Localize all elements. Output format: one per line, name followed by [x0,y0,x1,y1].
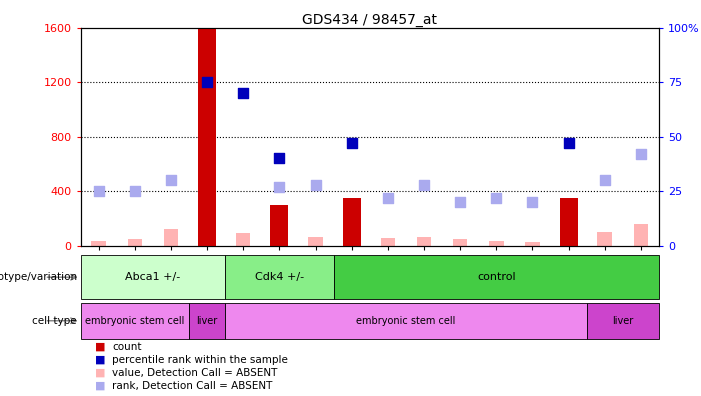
Text: genotype/variation: genotype/variation [0,272,77,282]
Point [346,140,358,146]
Bar [559,198,578,246]
Bar [489,242,503,246]
Text: rank, Detection Call = ABSENT: rank, Detection Call = ABSENT [112,381,273,391]
Bar [271,205,288,246]
Text: Abca1 +/-: Abca1 +/- [125,272,181,282]
Text: cell type: cell type [32,316,77,326]
Point [201,79,212,85]
Text: ■: ■ [95,381,105,391]
Point [418,181,430,188]
Bar [587,303,659,339]
Bar [525,242,540,246]
Text: liver: liver [196,316,218,326]
Point [165,177,177,183]
Text: Cdk4 +/-: Cdk4 +/- [255,272,304,282]
Bar [417,237,431,246]
Point [310,181,321,188]
Point [491,194,502,201]
Text: ■: ■ [95,341,105,352]
Point [599,177,611,183]
Bar [308,237,322,246]
Point [382,194,393,201]
Text: value, Detection Call = ABSENT: value, Detection Call = ABSENT [112,367,278,378]
Bar [381,238,395,246]
Bar [453,240,468,246]
Bar [225,255,334,299]
Bar [164,229,178,246]
Point [93,188,104,194]
Text: ■: ■ [95,354,105,365]
Point [527,199,538,205]
Point [129,188,140,194]
Bar [225,303,587,339]
Bar [81,255,225,299]
Point [454,199,465,205]
Point [238,90,249,96]
Point [563,140,574,146]
Point [274,155,285,162]
Text: count: count [112,341,142,352]
Bar [189,303,225,339]
Bar [236,233,250,246]
Text: embryonic stem cell: embryonic stem cell [85,316,184,326]
Text: percentile rank within the sample: percentile rank within the sample [112,354,288,365]
Bar [634,225,648,246]
Text: embryonic stem cell: embryonic stem cell [356,316,456,326]
Text: control: control [477,272,516,282]
Point [635,151,646,157]
Title: GDS434 / 98457_at: GDS434 / 98457_at [302,13,437,27]
Bar [81,303,189,339]
Bar [597,232,612,246]
Text: ■: ■ [95,367,105,378]
Point [274,183,285,190]
Bar [91,242,106,246]
Bar [343,198,361,246]
Bar [198,28,216,246]
Bar [334,255,659,299]
Text: liver: liver [612,316,634,326]
Bar [128,239,142,246]
